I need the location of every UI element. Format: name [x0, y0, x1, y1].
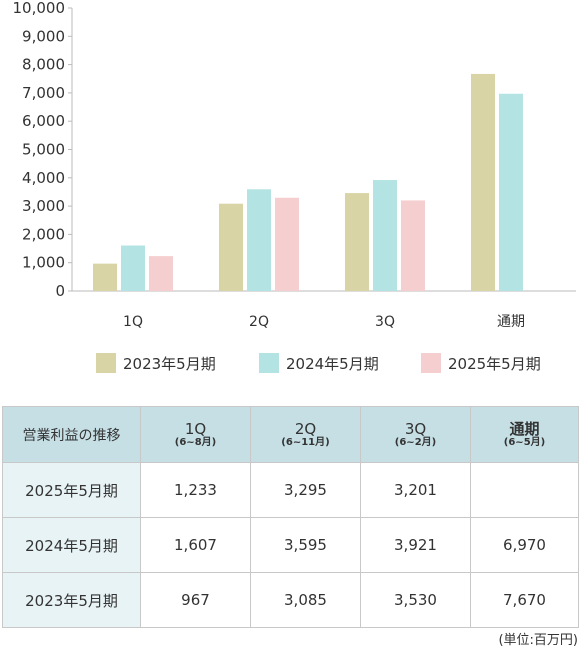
column-header-3q: 3Q (6~2月) — [360, 406, 471, 463]
column-header-1q: 1Q (6~8月) — [140, 406, 251, 463]
column-header-2q: 2Q (6~11月) — [250, 406, 361, 463]
bar — [219, 203, 243, 291]
table-cell: 7,670 — [470, 572, 579, 628]
bar — [275, 197, 299, 291]
x-tick-label: 1Q — [123, 314, 143, 330]
table-cell: 3,295 — [250, 462, 361, 518]
y-tick-label: 0 — [55, 282, 65, 300]
bar — [345, 193, 369, 291]
unit-note: (単位:百万円) — [498, 633, 578, 648]
table-row: 2023年5月期 967 3,085 3,530 7,670 — [2, 572, 579, 628]
y-tick-label: 4,000 — [22, 169, 65, 187]
table-row: 2024年5月期 1,607 3,595 3,921 6,970 — [2, 517, 579, 573]
column-header-period: (6~8月) — [174, 436, 217, 448]
table-cell: 3,085 — [250, 572, 361, 628]
row-label: 2024年5月期 — [2, 517, 141, 573]
table-header-row: 営業利益の推移 1Q (6~8月) 2Q (6~11月) 3Q (6~2月) 通… — [2, 406, 579, 463]
row-label: 2025年5月期 — [2, 462, 141, 518]
table-cell — [470, 462, 579, 518]
operating-profit-bar-chart: 0 1,000 2,000 3,000 4,000 5,000 6,000 7,000 8,00… — [13, 0, 576, 373]
legend-label: 2025年5月期 — [448, 355, 541, 373]
legend-swatch — [421, 353, 441, 373]
column-header-period: (6~5月) — [503, 436, 546, 448]
table-cell: 3,530 — [360, 572, 471, 628]
legend-swatch — [96, 353, 116, 373]
y-tick-label: 1,000 — [22, 254, 65, 272]
bar — [121, 245, 145, 291]
column-header-label: 3Q — [404, 419, 427, 438]
table-cell: 6,970 — [470, 517, 579, 573]
bar — [93, 263, 117, 291]
y-tick-label: 10,000 — [13, 0, 66, 17]
legend-swatch — [259, 353, 279, 373]
x-tick-label: 2Q — [249, 314, 269, 330]
y-tick-label: 8,000 — [22, 56, 65, 74]
column-header-period: (6~2月) — [394, 436, 437, 448]
bar — [401, 200, 425, 291]
bar — [499, 93, 523, 292]
table-cell: 3,201 — [360, 462, 471, 518]
bar — [149, 256, 173, 291]
x-tick-label: 3Q — [375, 314, 395, 330]
table-cell: 3,595 — [250, 517, 361, 573]
table-cell: 1,233 — [140, 462, 251, 518]
y-tick-label: 6,000 — [22, 112, 65, 130]
bar — [247, 189, 271, 291]
legend-label: 2023年5月期 — [123, 355, 216, 373]
table-corner-label: 営業利益の推移 — [2, 406, 141, 463]
y-tick-label: 2,000 — [22, 225, 65, 243]
column-header-full-year: 通期 (6~5月) — [470, 406, 579, 463]
y-tick-label: 9,000 — [22, 27, 65, 45]
bar — [373, 180, 397, 291]
table-cell: 967 — [140, 572, 251, 628]
table-cell: 3,921 — [360, 517, 471, 573]
operating-profit-table: 営業利益の推移 1Q (6~8月) 2Q (6~11月) 3Q (6~2月) 通… — [2, 406, 579, 628]
table-row: 2025年5月期 1,233 3,295 3,201 — [2, 462, 579, 518]
column-header-period: (6~11月) — [281, 436, 330, 448]
y-tick-label: 3,000 — [22, 197, 65, 215]
column-header-label: 2Q — [294, 419, 317, 438]
table-cell: 1,607 — [140, 517, 251, 573]
y-tick-label: 5,000 — [22, 141, 65, 159]
column-header-label: 通期 — [509, 419, 540, 438]
column-header-label: 1Q — [184, 419, 207, 438]
bar — [471, 73, 495, 292]
row-label: 2023年5月期 — [2, 572, 141, 628]
x-tick-label: 通期 — [497, 314, 525, 330]
y-tick-label: 7,000 — [22, 84, 65, 102]
legend-label: 2024年5月期 — [286, 355, 379, 373]
